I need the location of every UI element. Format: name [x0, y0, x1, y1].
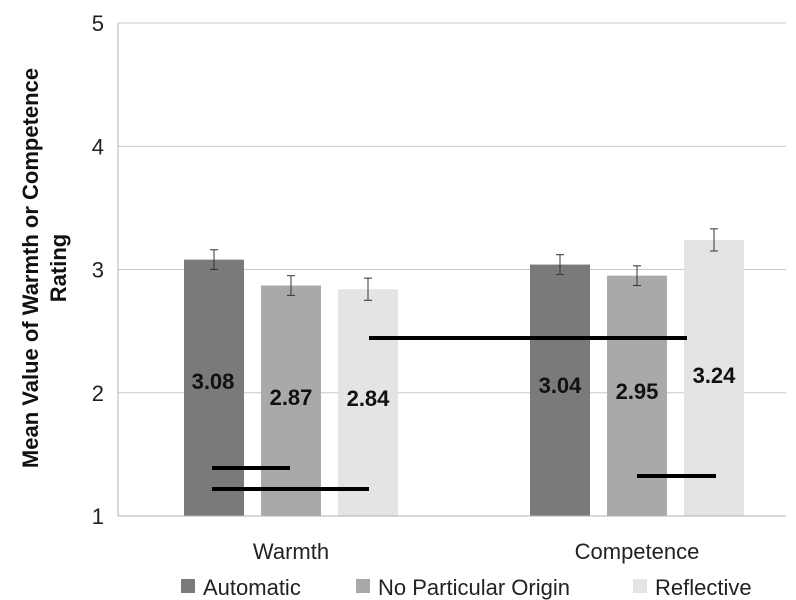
data-label-warmth-1: 2.87	[270, 385, 313, 410]
legend-label-reflective: Reflective	[655, 575, 752, 600]
x-category-label-competence: Competence	[575, 539, 700, 564]
y-axis-label-line-2: Rating	[46, 234, 71, 302]
y-tick-label-4: 4	[92, 134, 104, 159]
legend-label-automatic: Automatic	[203, 575, 301, 600]
bar-warmth-reflective	[338, 289, 398, 516]
y-axis-label-line-1: Mean Value of Warmth or Competence	[18, 68, 43, 468]
legend-swatch-automatic	[181, 579, 195, 593]
data-label-warmth-2: 2.84	[347, 386, 391, 411]
y-tick-label-1: 1	[92, 504, 104, 529]
data-label-warmth-0: 3.08	[192, 369, 235, 394]
legend-swatch-no-particular-origin	[356, 579, 370, 593]
y-tick-label-3: 3	[92, 258, 104, 283]
bar-competence-automatic	[530, 264, 590, 516]
bar-competence-reflective	[684, 239, 744, 517]
y-tick-label-5: 5	[92, 11, 104, 36]
x-category-label-warmth: Warmth	[253, 539, 329, 564]
legend-label-no-particular-origin: No Particular Origin	[378, 575, 570, 600]
bar-warmth-automatic	[184, 259, 244, 516]
data-label-competence-0: 3.04	[539, 373, 583, 398]
data-label-competence-1: 2.95	[616, 379, 659, 404]
bar-warmth-no-particular-origin	[261, 285, 321, 516]
y-tick-label-2: 2	[92, 381, 104, 406]
legend-swatch-reflective	[633, 579, 647, 593]
data-label-competence-2: 3.24	[693, 363, 737, 388]
